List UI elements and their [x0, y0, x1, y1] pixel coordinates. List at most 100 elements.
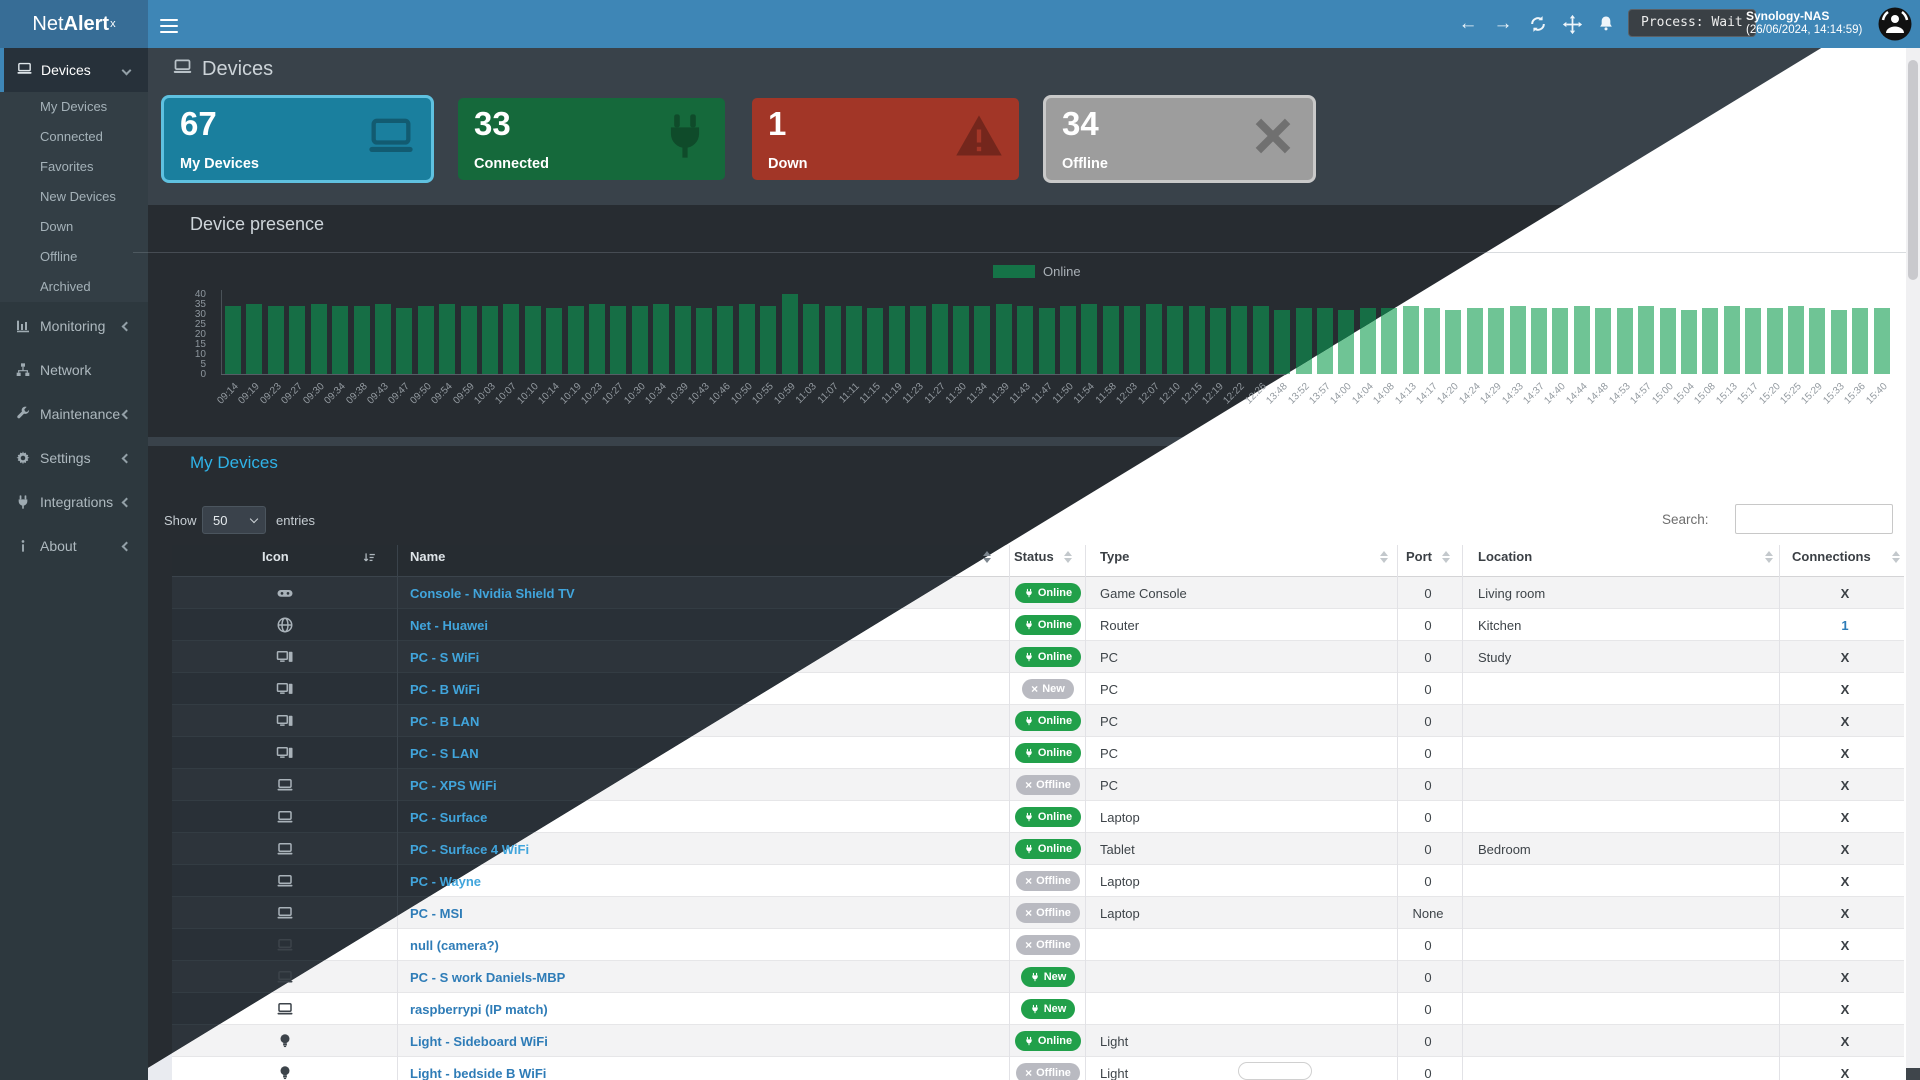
column-header-location[interactable]: Location	[1478, 549, 1533, 564]
device-name-link[interactable]: PC - B WiFi	[410, 681, 480, 697]
user-avatar[interactable]	[1878, 7, 1912, 46]
sort-icon-status[interactable]	[1064, 551, 1072, 563]
connections-cell[interactable]: 1	[1841, 617, 1849, 633]
sort-icon-connections[interactable]	[1892, 551, 1900, 563]
device-name-link[interactable]: Console - Nvidia Shield TV	[410, 585, 575, 601]
hamburger-menu-icon[interactable]	[160, 17, 178, 35]
table-divider-dark	[397, 545, 398, 1080]
table-row-pc-b-wifi[interactable]: PC - B WiFi × New PC 0 X	[172, 673, 1904, 705]
sort-icon-port[interactable]	[1442, 551, 1450, 563]
type-cell: Tablet	[1100, 841, 1135, 857]
device-name-link[interactable]: PC - S WiFi	[410, 649, 480, 665]
device-name-link[interactable]: PC - Surface 4 WiFi	[410, 841, 530, 857]
sidebar-item-integrations[interactable]: Integrations	[0, 480, 148, 524]
port-cell: 0	[1424, 649, 1432, 665]
table-row-net-huawei[interactable]: Net - Huawei Online Router 0 Kitchen 1	[172, 609, 1904, 641]
sidebar-item-devices[interactable]: Devices	[0, 48, 148, 92]
refresh-icon[interactable]	[1526, 13, 1550, 35]
sidebar-item-archived[interactable]: Archived	[40, 279, 91, 294]
scrollbar-track[interactable]	[1906, 48, 1920, 1080]
stat-card-connected[interactable]: 33 Connected	[458, 98, 725, 180]
page-size-select[interactable]: 50	[202, 506, 266, 534]
scrollbar-corner	[1906, 1068, 1920, 1080]
chart-bar-11:07	[824, 306, 841, 374]
device-name-link[interactable]: Net - Huawei	[410, 617, 489, 633]
device-name-link[interactable]: Light - Sideboard WiFi	[410, 1033, 548, 1049]
sidebar-item-monitoring[interactable]: Monitoring	[0, 304, 148, 348]
table-row-pc-msi[interactable]: PC - MSI × Offline Laptop None X	[172, 897, 1904, 929]
column-header-port[interactable]: Port	[1406, 549, 1432, 564]
status-badge-online: Online	[1014, 839, 1082, 859]
chart-bar-11:50	[1060, 306, 1076, 374]
column-header-status[interactable]: Status	[1014, 549, 1054, 564]
device-name-link[interactable]: Light - bedside B WiFi	[410, 1065, 547, 1080]
table-row-pc-s-wifi[interactable]: PC - S WiFi Online PC 0 Study X	[172, 641, 1904, 673]
column-header-icon[interactable]: Icon	[262, 549, 289, 564]
table-row-light-sideboard-wifi[interactable]: Light - Sideboard WiFi Online Light 0 X	[172, 1025, 1904, 1057]
laptop-icon	[272, 929, 298, 961]
sort-icon-name[interactable]	[983, 551, 991, 563]
device-name-link[interactable]: PC - S work Daniels-MBP	[410, 969, 566, 985]
device-name-link[interactable]: PC - Wayne	[410, 873, 482, 889]
table-row-light-bedside-b-wifi[interactable]: Light - bedside B WiFi × Offline Light 0 X	[172, 1057, 1904, 1080]
y-tick-10: 10	[194, 349, 206, 360]
device-name-link[interactable]: PC - MSI	[410, 905, 463, 921]
status-text: Offline	[1036, 907, 1071, 919]
chart-bar-15:17	[1745, 308, 1762, 374]
type-cell: Router	[1100, 617, 1140, 633]
device-name-link[interactable]: PC - XPS WiFi	[410, 777, 497, 793]
table-row-pc-s-work-daniels-mbp[interactable]: PC - S work Daniels-MBP New 0 X	[172, 961, 1904, 993]
chart-bar-10:14	[546, 308, 563, 374]
column-header-name[interactable]: Name	[410, 549, 446, 564]
sidebar-item-label: About	[40, 538, 77, 554]
brand-sup: x	[110, 18, 116, 30]
table-row-pc-b-lan[interactable]: PC - B LAN Online PC 0 X	[172, 705, 1904, 737]
device-name-link[interactable]: PC - Surface	[410, 809, 488, 825]
sidebar-item-about[interactable]: About	[0, 524, 148, 568]
device-name-link[interactable]: raspberrypi (IP match)	[410, 1001, 548, 1017]
status-text: Online	[1037, 843, 1073, 855]
brand-logo[interactable]: Net Alert x	[0, 0, 148, 48]
sidebar-item-new-devices[interactable]: New Devices	[40, 189, 116, 204]
device-name-link[interactable]: null (camera?)	[410, 937, 499, 953]
table-row-pc-surface-4-wifi[interactable]: PC - Surface 4 WiFi Online Tablet 0 Bedroom X	[172, 833, 1904, 865]
sidebar-item-favorites[interactable]: Favorites	[40, 159, 94, 174]
table-row-console-nvidia-shield-tv[interactable]: Console - Nvidia Shield TV Online Game Con…	[172, 577, 1904, 609]
stat-card-my-devices[interactable]: 67 My Devices	[164, 98, 431, 180]
sidebar-item-my-devices[interactable]: My Devices	[40, 99, 108, 114]
table-row-null-camera[interactable]: null (camera?) × Offline 0 X	[172, 929, 1904, 961]
type-cell: Laptop	[1100, 809, 1140, 825]
table-row-pc-surface[interactable]: PC - Surface Online Laptop 0 X	[172, 801, 1904, 833]
device-name-link[interactable]: PC - B LAN	[410, 713, 480, 729]
scrollbar-thumb[interactable]	[1908, 60, 1918, 280]
sort-icon-type[interactable]	[1380, 551, 1388, 563]
sidebar-item-maintenance[interactable]: Maintenance	[0, 392, 148, 436]
sidebar-item-settings[interactable]: Settings	[0, 436, 148, 480]
column-header-connections[interactable]: Connections	[1792, 549, 1871, 564]
search-input[interactable]	[1735, 504, 1893, 534]
sidebar-item-down[interactable]: Down	[40, 219, 74, 234]
table-row-pc-xps-wifi[interactable]: PC - XPS WiFi × Offline PC 0 X	[172, 769, 1904, 801]
top-navbar: Net Alert x ← → Process: Wait Synology-NAS…	[0, 0, 1920, 48]
chevron-down-icon	[249, 514, 259, 524]
forward-arrow-icon[interactable]: →	[1493, 13, 1513, 34]
status-text: Online	[1037, 715, 1073, 727]
device-name-link[interactable]: PC - S LAN	[410, 745, 479, 761]
chart-legend[interactable]: Online	[993, 264, 1081, 279]
table-row-pc-s-lan[interactable]: PC - S LAN Online PC 0 X	[172, 737, 1904, 769]
back-arrow-icon[interactable]: ←	[1458, 13, 1478, 34]
type-cell: PC	[1100, 649, 1119, 665]
column-header-type[interactable]: Type	[1100, 549, 1130, 564]
table-row-pc-wayne[interactable]: PC - Wayne × Offline Laptop 0 X	[172, 865, 1904, 897]
sort-icon-location[interactable]	[1765, 551, 1773, 563]
move-arrows-icon[interactable]	[1560, 12, 1584, 36]
sort-icon-icon[interactable]	[362, 551, 376, 565]
stat-card-offline[interactable]: 34 Offline	[1046, 98, 1313, 180]
gear-icon	[14, 450, 32, 466]
notifications-bell-icon[interactable]	[1594, 12, 1618, 36]
table-row-raspberrypi-ip-match[interactable]: raspberrypi (IP match) New 0 X	[172, 993, 1904, 1025]
sidebar-item-network[interactable]: Network	[0, 348, 148, 392]
stat-card-down[interactable]: 1 Down	[752, 98, 1019, 180]
sidebar-item-connected[interactable]: Connected	[40, 129, 103, 144]
sidebar-item-offline[interactable]: Offline	[40, 249, 78, 264]
